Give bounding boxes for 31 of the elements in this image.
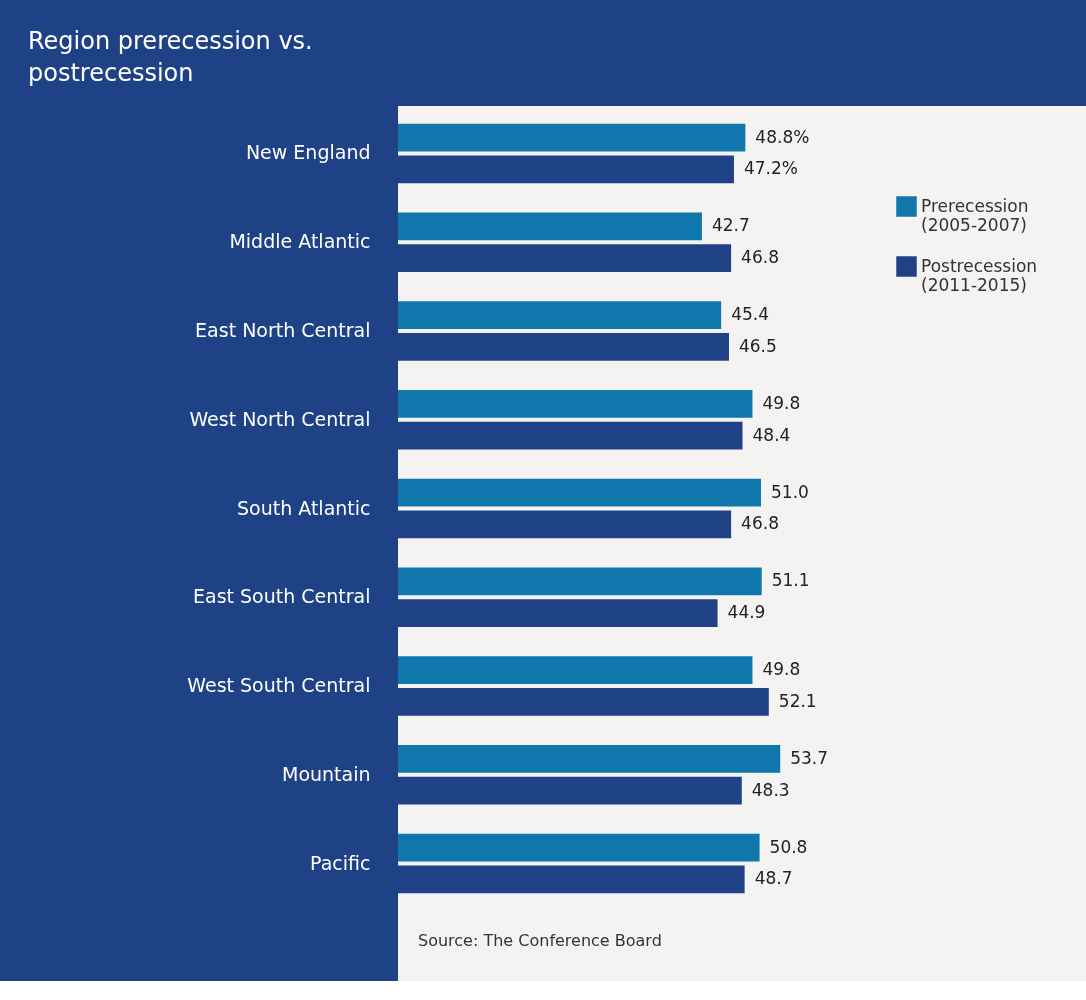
data-label: 48.8% xyxy=(755,126,810,147)
data-label: 50.8 xyxy=(769,836,808,857)
text: Region prerecession vs. postrecession xyxy=(28,27,313,87)
annotation: Source: The Conference Board xyxy=(418,931,662,950)
y-tick-label: East North Central xyxy=(195,318,371,341)
data-label: 48.3 xyxy=(751,779,790,800)
y-tick-label: East South Central xyxy=(193,585,371,608)
data-label: 48.7 xyxy=(754,868,793,889)
data-label: 46.8 xyxy=(741,247,779,268)
y-tick-label: Middle Atlantic xyxy=(229,230,371,253)
data-label: 44.9 xyxy=(727,602,766,623)
data-label: 52.1 xyxy=(778,690,817,711)
data-label: 46.5 xyxy=(738,335,777,356)
data-label: 53.7 xyxy=(790,747,829,768)
legend-label: Prerecession (2005-2007) xyxy=(921,195,1029,235)
y-tick-label: South Atlantic xyxy=(236,496,371,519)
data-label: 45.4 xyxy=(731,304,769,325)
data-label: 49.8 xyxy=(762,659,801,680)
data-label: 51.1 xyxy=(771,570,810,591)
data-label: 49.8 xyxy=(762,392,801,413)
y-tick-label: West South Central xyxy=(187,674,371,697)
data-label: 48.4 xyxy=(752,424,791,445)
y-tick-label: West North Central xyxy=(189,407,371,430)
data-label: 42.7 xyxy=(711,215,750,236)
data-label: 51.0 xyxy=(771,481,809,502)
y-tick-label: Pacific xyxy=(310,851,371,874)
y-tick-label: New England xyxy=(245,141,371,164)
data-label: 46.8 xyxy=(741,513,779,534)
y-tick-label: Mountain xyxy=(281,762,371,785)
data-label: 47.2% xyxy=(743,158,798,179)
legend-label: Postrecession (2011-2015) xyxy=(921,255,1038,295)
